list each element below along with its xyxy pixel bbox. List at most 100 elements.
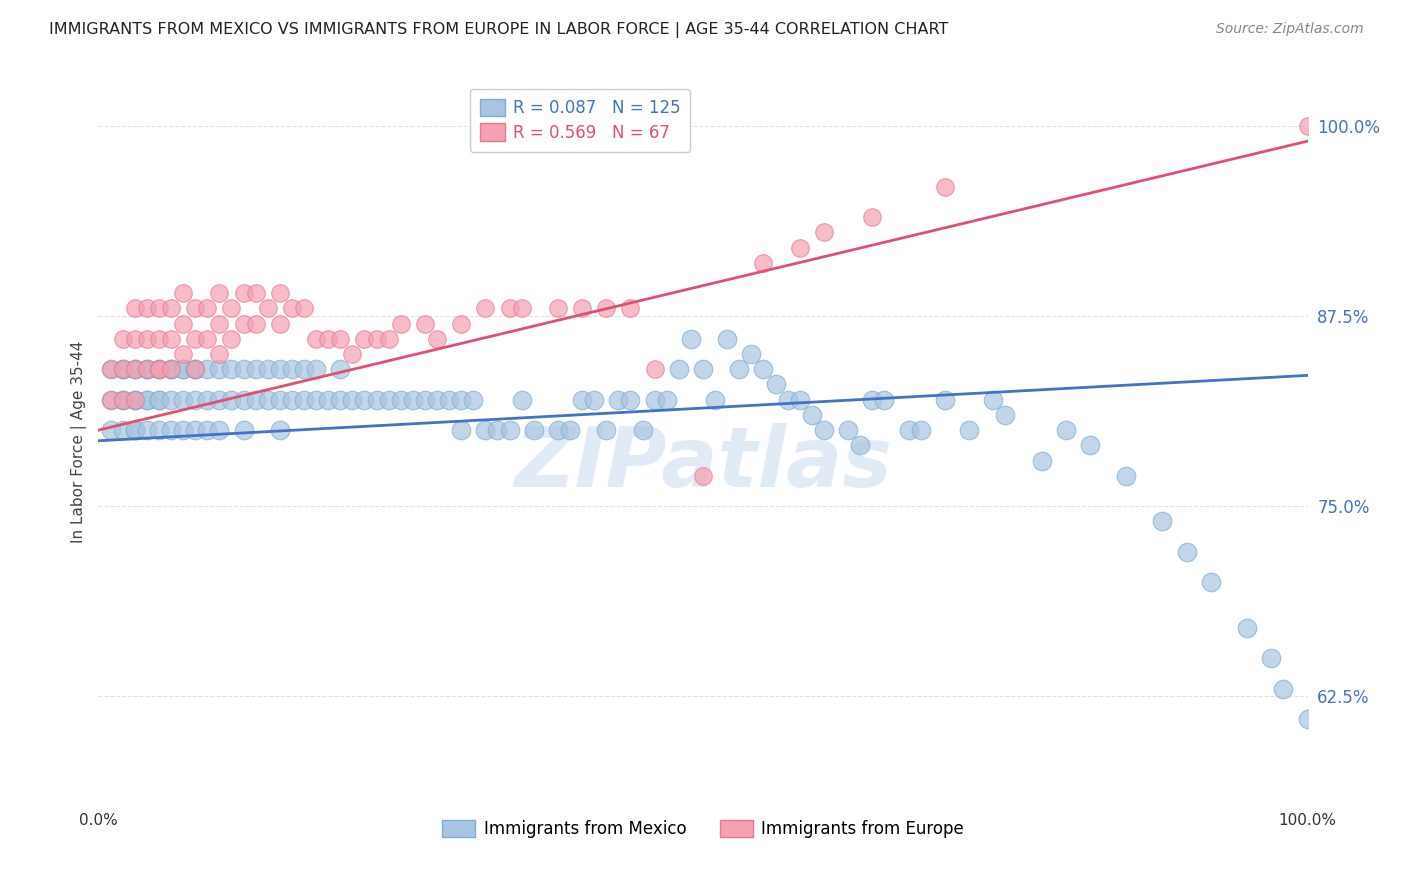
Point <box>1296 712 1319 726</box>
Point <box>595 301 617 316</box>
Point <box>269 317 291 331</box>
Point <box>316 332 339 346</box>
Point <box>281 301 304 316</box>
Point <box>800 408 823 422</box>
Point <box>232 317 254 331</box>
Point <box>860 392 883 407</box>
Point <box>124 332 146 346</box>
Point <box>160 362 183 376</box>
Point <box>135 423 157 437</box>
Point <box>208 423 231 437</box>
Point <box>752 256 775 270</box>
Point <box>208 317 231 331</box>
Point <box>256 301 278 316</box>
Point <box>981 392 1004 407</box>
Point <box>111 392 134 407</box>
Point <box>135 362 157 376</box>
Point <box>1054 423 1077 437</box>
Point <box>329 392 352 407</box>
Point <box>148 301 170 316</box>
Point <box>1260 651 1282 665</box>
Point <box>111 423 134 437</box>
Point <box>256 392 278 407</box>
Point <box>184 301 207 316</box>
Point <box>124 423 146 437</box>
Point <box>1152 515 1174 529</box>
Point <box>232 423 254 437</box>
Point <box>269 392 291 407</box>
Text: IMMIGRANTS FROM MEXICO VS IMMIGRANTS FROM EUROPE IN LABOR FORCE | AGE 35-44 CORR: IMMIGRANTS FROM MEXICO VS IMMIGRANTS FRO… <box>49 22 949 38</box>
Point <box>124 392 146 407</box>
Point <box>316 392 339 407</box>
Point <box>111 362 134 376</box>
Point <box>111 392 134 407</box>
Point <box>148 362 170 376</box>
Point <box>523 423 546 437</box>
Point <box>934 392 956 407</box>
Point <box>413 392 436 407</box>
Point <box>135 362 157 376</box>
Point <box>329 332 352 346</box>
Point <box>269 362 291 376</box>
Point <box>208 286 231 301</box>
Point <box>776 392 799 407</box>
Point <box>413 317 436 331</box>
Point <box>704 392 727 407</box>
Point <box>402 392 425 407</box>
Point <box>342 347 364 361</box>
Point <box>100 392 122 407</box>
Point <box>547 423 569 437</box>
Point <box>1175 545 1198 559</box>
Point <box>474 301 496 316</box>
Point <box>450 392 472 407</box>
Point <box>498 301 520 316</box>
Point <box>353 392 375 407</box>
Text: Source: ZipAtlas.com: Source: ZipAtlas.com <box>1216 22 1364 37</box>
Point <box>450 423 472 437</box>
Point <box>631 423 654 437</box>
Point <box>172 423 194 437</box>
Point <box>583 392 606 407</box>
Point <box>510 392 533 407</box>
Point <box>221 392 243 407</box>
Point <box>305 392 328 407</box>
Point <box>160 301 183 316</box>
Point <box>184 362 207 376</box>
Point <box>184 362 207 376</box>
Point <box>655 392 678 407</box>
Point <box>160 362 183 376</box>
Point <box>195 423 218 437</box>
Point <box>184 362 207 376</box>
Point <box>789 241 811 255</box>
Point <box>100 423 122 437</box>
Point <box>329 362 352 376</box>
Point <box>377 392 399 407</box>
Point <box>498 423 520 437</box>
Point <box>281 392 304 407</box>
Point <box>148 423 170 437</box>
Point <box>135 362 157 376</box>
Point <box>148 332 170 346</box>
Point <box>668 362 690 376</box>
Point <box>111 362 134 376</box>
Point <box>184 423 207 437</box>
Point <box>450 317 472 331</box>
Point <box>221 332 243 346</box>
Point <box>245 392 267 407</box>
Point <box>679 332 702 346</box>
Point <box>558 423 581 437</box>
Point <box>232 392 254 407</box>
Point <box>389 317 412 331</box>
Point <box>160 362 183 376</box>
Point <box>1031 453 1053 467</box>
Point <box>135 392 157 407</box>
Point <box>353 332 375 346</box>
Point <box>377 332 399 346</box>
Point <box>172 362 194 376</box>
Point <box>813 423 835 437</box>
Point <box>135 392 157 407</box>
Point <box>269 286 291 301</box>
Point <box>644 392 666 407</box>
Point <box>873 392 896 407</box>
Point <box>342 392 364 407</box>
